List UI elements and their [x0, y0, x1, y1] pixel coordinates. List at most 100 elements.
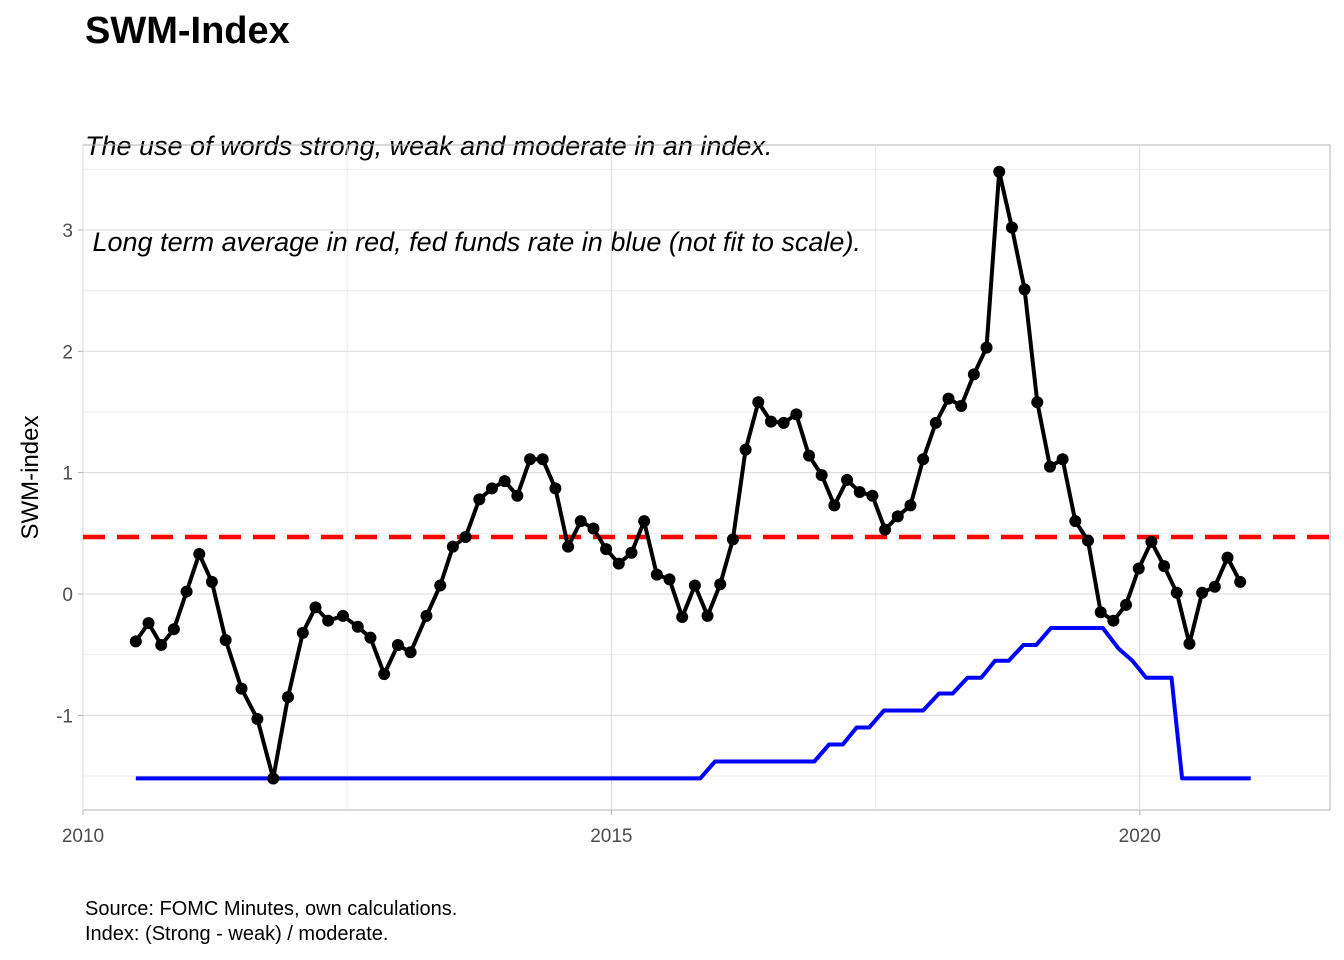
- swm-index-line: [134, 169, 1242, 781]
- swm-index-point: [1208, 580, 1221, 593]
- swm-index-point: [391, 638, 404, 651]
- swm-index-point: [929, 416, 942, 429]
- swm-index-point: [1018, 283, 1031, 296]
- swm-index-point: [625, 546, 638, 559]
- swm-index-point: [841, 473, 854, 486]
- swm-index-point: [1120, 598, 1133, 611]
- subtitle-line-2: Long term average in red, fed funds rate…: [85, 227, 861, 257]
- swm-index-point: [404, 646, 417, 659]
- swm-index-point: [739, 443, 752, 456]
- swm-index-point: [993, 165, 1006, 178]
- x-tick-label: 2020: [1119, 826, 1161, 847]
- swm-index-point: [726, 533, 739, 546]
- swm-index-point: [1145, 535, 1158, 548]
- swm-index-point: [296, 626, 309, 639]
- swm-index-point: [219, 634, 232, 647]
- swm-index-point: [790, 408, 803, 421]
- swm-index-point: [180, 585, 193, 598]
- swm-index-point: [1158, 560, 1171, 573]
- swm-index-point: [904, 499, 917, 512]
- caption-line-index: Index: (Strong - weak) / moderate.: [85, 923, 389, 945]
- y-tick-label: -1: [56, 706, 73, 727]
- plot-panel: [82, 144, 1331, 811]
- swm-index-point: [676, 611, 689, 624]
- swm-index-point: [777, 416, 790, 429]
- swm-index-point: [917, 453, 930, 466]
- swm-index-point: [420, 609, 433, 622]
- swm-index-point: [1069, 515, 1082, 528]
- swm-index-point: [155, 638, 168, 651]
- y-tick-label: 3: [62, 221, 73, 242]
- swm-index-point: [193, 547, 206, 560]
- swm-index-point: [459, 530, 472, 543]
- swm-index-point: [129, 635, 142, 648]
- swm-index-point: [701, 609, 714, 622]
- swm-index-point: [879, 523, 892, 536]
- swm-index-point: [1183, 637, 1196, 650]
- swm-index-point: [1132, 562, 1145, 575]
- swm-index-point: [1234, 575, 1247, 588]
- swm-index-point: [587, 522, 600, 535]
- swm-index-point: [688, 579, 701, 592]
- swm-index-point: [446, 540, 459, 553]
- y-tick-label: 1: [62, 464, 73, 485]
- swm-index-point: [955, 399, 968, 412]
- swm-index-point: [815, 469, 828, 482]
- swm-index-point: [235, 682, 248, 695]
- swm-index-point: [1081, 534, 1094, 547]
- fed-funds-rate-line: [135, 626, 1251, 781]
- swm-index-point: [1005, 221, 1018, 234]
- swm-index-point: [600, 543, 613, 556]
- subtitle-line-1: The use of words strong, weak and modera…: [85, 131, 773, 161]
- swm-index-point: [967, 368, 980, 381]
- swm-index-point: [980, 341, 993, 354]
- swm-index-point: [1196, 586, 1209, 599]
- swm-index-point: [309, 601, 322, 614]
- swm-index-point: [336, 609, 349, 622]
- swm-index-point: [853, 486, 866, 499]
- swm-index-point: [511, 489, 524, 502]
- swm-index-point: [142, 617, 155, 630]
- swm-index-point: [1221, 551, 1234, 564]
- swm-index-point: [828, 499, 841, 512]
- swm-index-point: [1056, 453, 1069, 466]
- swm-index-point: [562, 540, 575, 553]
- swm-index-point: [1094, 606, 1107, 619]
- swm-index-point: [650, 568, 663, 581]
- swm-index-point: [434, 579, 447, 592]
- swm-index-point: [942, 392, 955, 405]
- chart-title: SWM-Index: [85, 10, 290, 52]
- swm-index-point: [536, 453, 549, 466]
- swm-index-point: [1043, 460, 1056, 473]
- swm-index-point: [351, 620, 364, 633]
- swm-index-point: [282, 691, 295, 704]
- swm-index-point: [549, 482, 562, 495]
- swm-index-point: [267, 772, 280, 785]
- swm-index-point: [866, 489, 879, 502]
- swm-index-point: [574, 515, 587, 528]
- swm-index-point: [752, 396, 765, 409]
- caption-line-source: Source: FOMC Minutes, own calculations.: [85, 898, 458, 920]
- chart-subtitle: The use of words strong, weak and modera…: [85, 66, 861, 290]
- swm-index-point: [1107, 614, 1120, 627]
- y-tick-label: 2: [62, 342, 73, 363]
- swm-index-point: [803, 449, 816, 462]
- swm-index-point: [378, 668, 391, 681]
- swm-index-point: [322, 614, 335, 627]
- chart-caption: Source: FOMC Minutes, own calculations. …: [85, 897, 457, 947]
- swm-index-point: [251, 712, 264, 725]
- x-tick-label: 2015: [590, 826, 632, 847]
- swm-index-point: [1031, 396, 1044, 409]
- swm-index-point: [663, 573, 676, 586]
- x-tick-label: 2010: [62, 826, 104, 847]
- swm-index-point: [364, 631, 377, 644]
- swm-index-point: [764, 415, 777, 428]
- y-axis-title: SWM-index: [17, 415, 44, 539]
- y-tick-label: 0: [62, 585, 73, 606]
- swm-index-point: [714, 578, 727, 591]
- swm-index-point: [524, 453, 537, 466]
- swm-index-point: [498, 475, 511, 488]
- swm-index-point: [473, 493, 486, 506]
- swm-index-point: [205, 575, 218, 588]
